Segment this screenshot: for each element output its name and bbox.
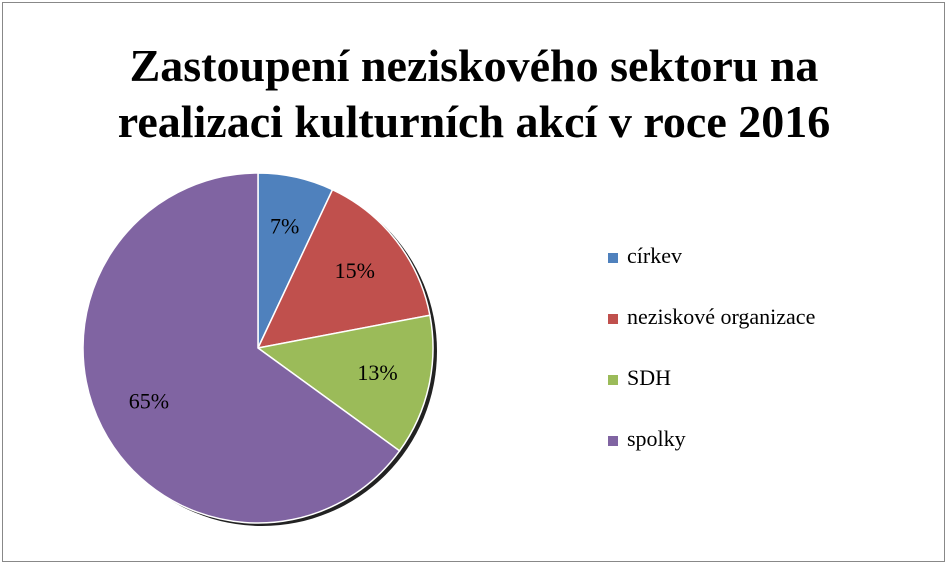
legend-label: SDH xyxy=(627,365,671,390)
chart-title: Zastoupení neziskového sektoru na realiz… xyxy=(117,40,831,147)
legend-label: neziskové organizace xyxy=(627,304,815,329)
pie-slice xyxy=(256,188,431,350)
legend-swatch xyxy=(608,375,618,385)
legend-swatch xyxy=(608,314,618,324)
data-label: 15% xyxy=(335,258,375,283)
data-label: 13% xyxy=(357,360,397,385)
data-label: 7% xyxy=(270,213,299,238)
legend-swatch xyxy=(608,253,618,263)
legend-label: církev xyxy=(627,243,682,268)
pie-slice xyxy=(256,314,434,452)
data-label: 65% xyxy=(129,389,169,414)
legend-swatch xyxy=(608,436,618,446)
plot: 7% 15% 13% 65% církev neziskové organizace SDH… xyxy=(82,172,815,526)
pie-slice xyxy=(82,172,401,524)
legend-label: spolky xyxy=(627,426,686,451)
